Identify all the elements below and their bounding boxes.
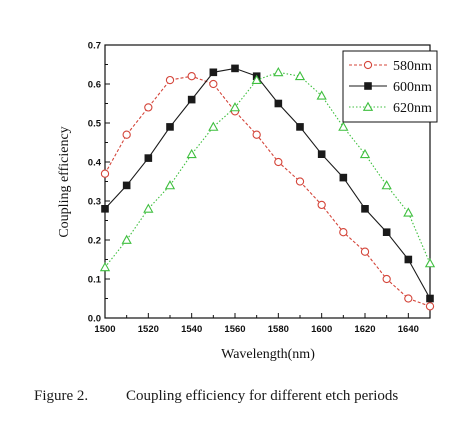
data-point: [166, 123, 174, 131]
data-point: [424, 258, 436, 268]
data-point: [404, 294, 413, 303]
legend-label: 580nm: [393, 59, 432, 74]
x-tick-label: 1560: [224, 324, 245, 335]
figure-caption-text: Coupling efficiency for different etch p…: [126, 388, 399, 404]
data-point: [208, 121, 219, 131]
data-point: [382, 274, 391, 284]
x-tick-label: 1520: [138, 324, 159, 335]
data-point: [209, 68, 218, 77]
data-point: [316, 90, 327, 100]
data-point: [187, 72, 196, 81]
data-point: [296, 123, 304, 131]
y-tick-label: 0.7: [88, 41, 101, 52]
data-point: [274, 157, 283, 167]
y-tick-label: 0.5: [88, 119, 102, 130]
legend: 580nm 600nm 620nm: [342, 50, 438, 123]
data-point: [144, 103, 153, 112]
y-tick-label: 0.0: [88, 314, 101, 325]
x-axis-ticks: 1500 1520 1540 1560 1580 1600 1620 1640: [94, 313, 419, 335]
y-tick-label: 0.2: [88, 236, 101, 247]
y-tick-label: 0.4: [88, 158, 102, 169]
data-point: [252, 130, 261, 139]
series-layer: [99, 64, 436, 311]
data-point: [101, 205, 109, 213]
data-point: [360, 247, 370, 256]
data-point: [229, 102, 241, 112]
data-point: [339, 173, 348, 182]
y-tick-label: 0.3: [88, 197, 101, 208]
x-tick-label: 1540: [181, 324, 202, 335]
series-600nm: [101, 64, 434, 303]
figure-caption: Figure 2. Coupling efficiency for differe…: [34, 388, 464, 405]
x-axis-title: Wavelength(nm): [221, 347, 315, 362]
coupling-efficiency-chart: 0.0 0.1 0.2 0.3 0.4 0.5 0.6 0.7 1500 1520 1540 156…: [57, 41, 438, 362]
y-tick-label: 0.1: [88, 275, 102, 286]
series-line: [104, 75, 431, 307]
data-point: [425, 302, 435, 311]
y-axis-ticks: 0.0 0.1 0.2 0.3 0.4 0.5 0.6 0.7: [88, 41, 110, 325]
data-point: [359, 148, 371, 159]
data-point: [231, 64, 239, 73]
legend-label: 620nm: [393, 101, 432, 116]
data-point: [274, 99, 283, 108]
data-point: [382, 228, 391, 236]
data-point: [339, 228, 348, 237]
data-point: [121, 234, 132, 244]
x-tick-label: 1500: [94, 324, 115, 335]
data-point: [338, 121, 349, 131]
x-tick-label: 1640: [398, 324, 419, 335]
data-point: [186, 148, 197, 159]
data-point: [426, 294, 434, 303]
data-point: [209, 79, 218, 89]
data-point: [165, 75, 175, 85]
data-point: [251, 74, 262, 85]
data-point: [187, 95, 196, 104]
data-point: [364, 82, 372, 90]
y-tick-label: 0.6: [88, 80, 101, 91]
data-point: [122, 130, 131, 139]
series-line: [104, 67, 431, 299]
legend-label: 600nm: [393, 80, 432, 95]
data-point: [144, 154, 153, 162]
x-tick-label: 1580: [268, 324, 289, 335]
data-point: [99, 261, 111, 272]
data-point: [273, 66, 284, 77]
series-620nm: [99, 66, 436, 272]
data-point: [317, 200, 326, 210]
data-point: [122, 181, 131, 190]
data-point: [295, 177, 305, 186]
figure-caption-label: Figure 2.: [34, 388, 89, 404]
data-point: [363, 60, 373, 70]
x-tick-label: 1620: [354, 324, 375, 335]
data-point: [404, 255, 413, 264]
y-axis-title: Coupling efficiency: [57, 126, 72, 237]
x-tick-label: 1600: [311, 324, 332, 335]
data-point: [294, 70, 306, 81]
data-point: [362, 101, 374, 111]
series-line: [104, 71, 431, 268]
data-point: [317, 150, 326, 158]
data-point: [381, 180, 392, 190]
data-point: [403, 207, 414, 217]
data-point: [143, 203, 154, 213]
data-point: [361, 205, 369, 213]
data-point: [164, 180, 176, 190]
data-point: [100, 169, 110, 178]
